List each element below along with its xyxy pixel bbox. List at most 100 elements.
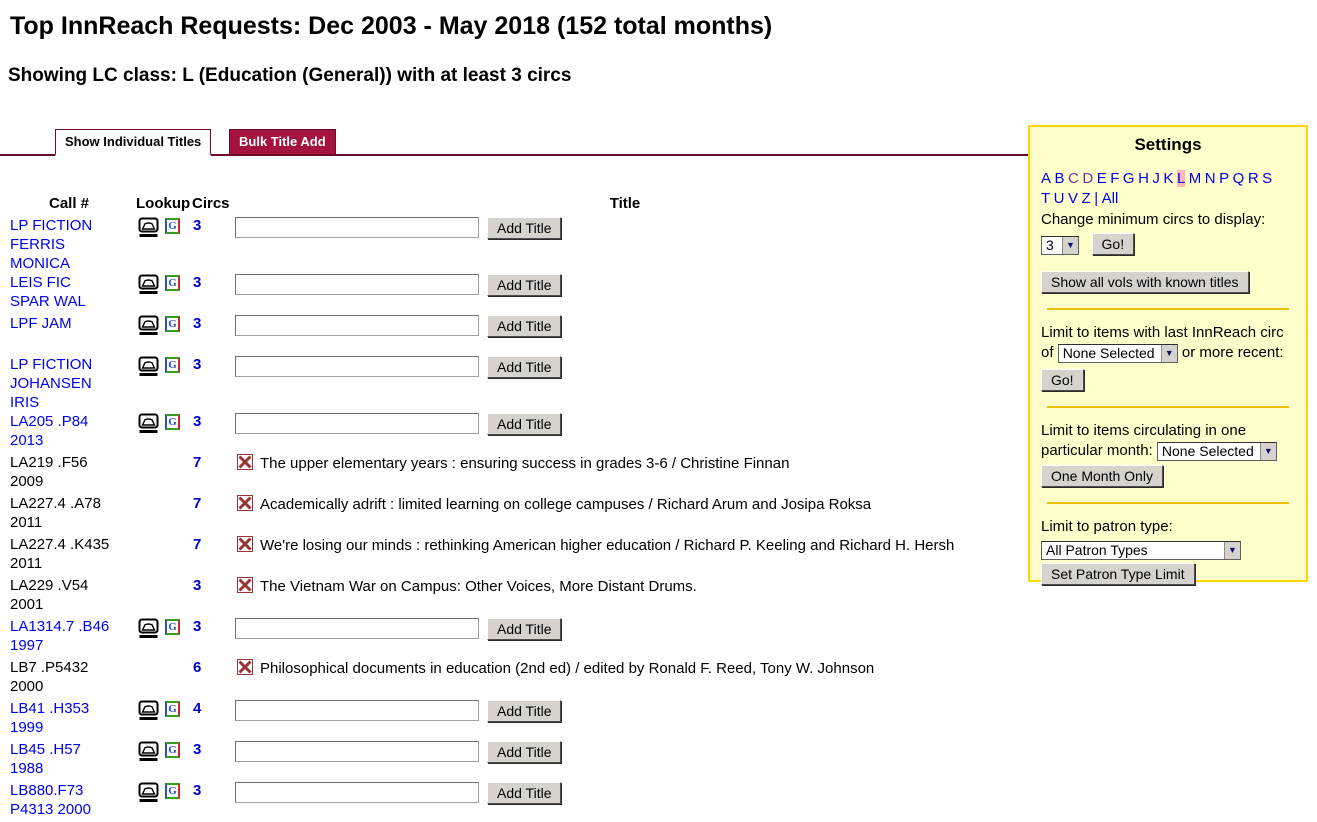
call-number-link[interactable]: LA205 .P84 2013 [10,413,89,449]
circs-count[interactable]: 7 [193,495,202,512]
circs-count[interactable]: 6 [193,659,202,676]
google-lookup-icon[interactable]: G [165,218,180,234]
lc-class-letter-n[interactable]: N [1204,170,1216,187]
catalog-lookup-icon[interactable] [138,315,159,340]
lc-class-letter-f[interactable]: F [1110,170,1120,187]
call-number-link[interactable]: LB880.F73 P4313 2000 [10,782,91,818]
catalog-lookup-icon[interactable] [138,217,159,242]
lc-class-all-link[interactable]: All [1101,190,1119,207]
google-lookup-icon[interactable]: G [165,742,180,758]
remove-title-icon[interactable] [237,536,253,557]
add-title-button[interactable]: Add Title [487,413,562,435]
catalog-lookup-icon[interactable] [138,618,159,643]
title-cell: Add Title [235,314,562,337]
call-number-link[interactable]: LB45 .H57 1988 [10,741,81,777]
remove-title-icon[interactable] [237,577,253,598]
remove-title-icon[interactable] [237,495,253,516]
title-input[interactable] [235,700,479,721]
title-input[interactable] [235,413,479,434]
title-input[interactable] [235,741,479,762]
lc-class-letter-v[interactable]: V [1068,190,1079,207]
add-title-button[interactable]: Add Title [487,217,562,239]
lc-class-letter-c[interactable]: C [1068,170,1079,187]
google-lookup-icon[interactable]: G [165,783,180,799]
title-input[interactable] [235,315,479,336]
call-number-link[interactable]: LPF JAM [10,315,72,332]
circs-count[interactable]: 3 [193,618,202,635]
catalog-lookup-icon[interactable] [138,782,159,807]
last-circ-go-button[interactable]: Go! [1041,369,1084,391]
add-title-button[interactable]: Add Title [487,741,562,763]
circs-count[interactable]: 3 [193,782,202,799]
last-circ-select[interactable]: None Selected ▼ [1057,343,1178,363]
google-lookup-icon[interactable]: G [165,701,180,717]
title-input[interactable] [235,356,479,377]
add-title-button[interactable]: Add Title [487,782,562,804]
remove-title-icon[interactable] [237,454,253,475]
call-number-link[interactable]: LB41 .H353 1999 [10,700,90,736]
lc-class-letter-r[interactable]: R [1247,170,1259,187]
catalog-lookup-icon[interactable] [138,741,159,766]
title-input[interactable] [235,618,479,639]
set-patron-type-button[interactable]: Set Patron Type Limit [1041,563,1195,585]
circs-count[interactable]: 3 [193,356,202,373]
title-input[interactable] [235,274,479,295]
call-number-link[interactable]: LA1314.7 .B46 1997 [10,618,110,654]
circs-count[interactable]: 3 [193,217,202,234]
tab-show-individual-titles[interactable]: Show Individual Titles [55,129,212,156]
catalog-lookup-icon[interactable] [138,700,159,725]
catalog-lookup-icon[interactable] [138,413,159,438]
catalog-lookup-icon[interactable] [138,356,159,381]
google-lookup-icon[interactable]: G [165,414,180,430]
add-title-button[interactable]: Add Title [487,274,562,296]
min-circs-select[interactable]: 3 ▼ [1041,235,1079,255]
call-number-link[interactable]: LEIS FIC SPAR WAL [10,274,86,310]
call-number-link[interactable]: LP FICTION FERRIS MONICA [10,217,93,272]
lc-class-letter-h[interactable]: H [1138,170,1149,187]
title-input[interactable] [235,782,479,803]
google-lookup-icon[interactable]: G [165,357,180,373]
lc-class-letter-m[interactable]: M [1188,170,1202,187]
lc-class-letter-z[interactable]: Z [1081,190,1091,207]
circs-count[interactable]: 3 [193,741,202,758]
tab-bulk-title-add[interactable]: Bulk Title Add [229,129,336,154]
lc-class-letter-k[interactable]: K [1163,170,1174,187]
lc-class-letter-g[interactable]: G [1122,170,1135,187]
lc-class-letter-p[interactable]: P [1219,170,1230,187]
lc-class-letter-d[interactable]: D [1082,170,1094,187]
call-number-link[interactable]: LP FICTION JOHANSEN IRIS [10,356,93,411]
circs-count[interactable]: 3 [193,315,202,332]
circs-count[interactable]: 7 [193,454,202,471]
google-lookup-icon[interactable]: G [165,619,180,635]
lc-class-letter-a[interactable]: A [1041,170,1052,187]
month-select[interactable]: None Selected ▼ [1156,441,1277,461]
remove-title-icon[interactable] [237,659,253,680]
circs-count[interactable]: 3 [193,413,202,430]
add-title-button[interactable]: Add Title [487,315,562,337]
lc-class-letter-l[interactable]: L [1176,170,1186,187]
google-lookup-icon[interactable]: G [165,275,180,291]
lc-class-letter-u[interactable]: U [1053,190,1065,207]
circs-count[interactable]: 3 [193,274,202,291]
title-input[interactable] [235,217,479,238]
catalog-lookup-icon[interactable] [138,274,159,299]
show-all-vols-button[interactable]: Show all vols with known titles [1041,271,1249,293]
lc-class-letter-t[interactable]: T [1041,190,1051,207]
circs-count[interactable]: 4 [193,700,202,717]
lc-class-letter-j[interactable]: J [1152,170,1160,187]
one-month-only-button[interactable]: One Month Only [1041,465,1163,487]
lc-class-letter-b[interactable]: B [1054,170,1065,187]
lc-class-letter-e[interactable]: E [1096,170,1107,187]
patron-type-select[interactable]: All Patron Types ▼ [1041,540,1241,560]
lc-class-letter-s[interactable]: S [1262,170,1273,187]
min-circs-go-button[interactable]: Go! [1091,233,1135,255]
tab-bar: Show Individual Titles Bulk Title Add [0,129,1030,156]
add-title-button[interactable]: Add Title [487,618,562,640]
call-number: LB7 .P5432 2000 [10,659,89,695]
circs-count[interactable]: 3 [193,577,202,594]
lc-class-letter-q[interactable]: Q [1232,170,1245,187]
add-title-button[interactable]: Add Title [487,700,562,722]
add-title-button[interactable]: Add Title [487,356,562,378]
google-lookup-icon[interactable]: G [165,316,180,332]
circs-count[interactable]: 7 [193,536,202,553]
